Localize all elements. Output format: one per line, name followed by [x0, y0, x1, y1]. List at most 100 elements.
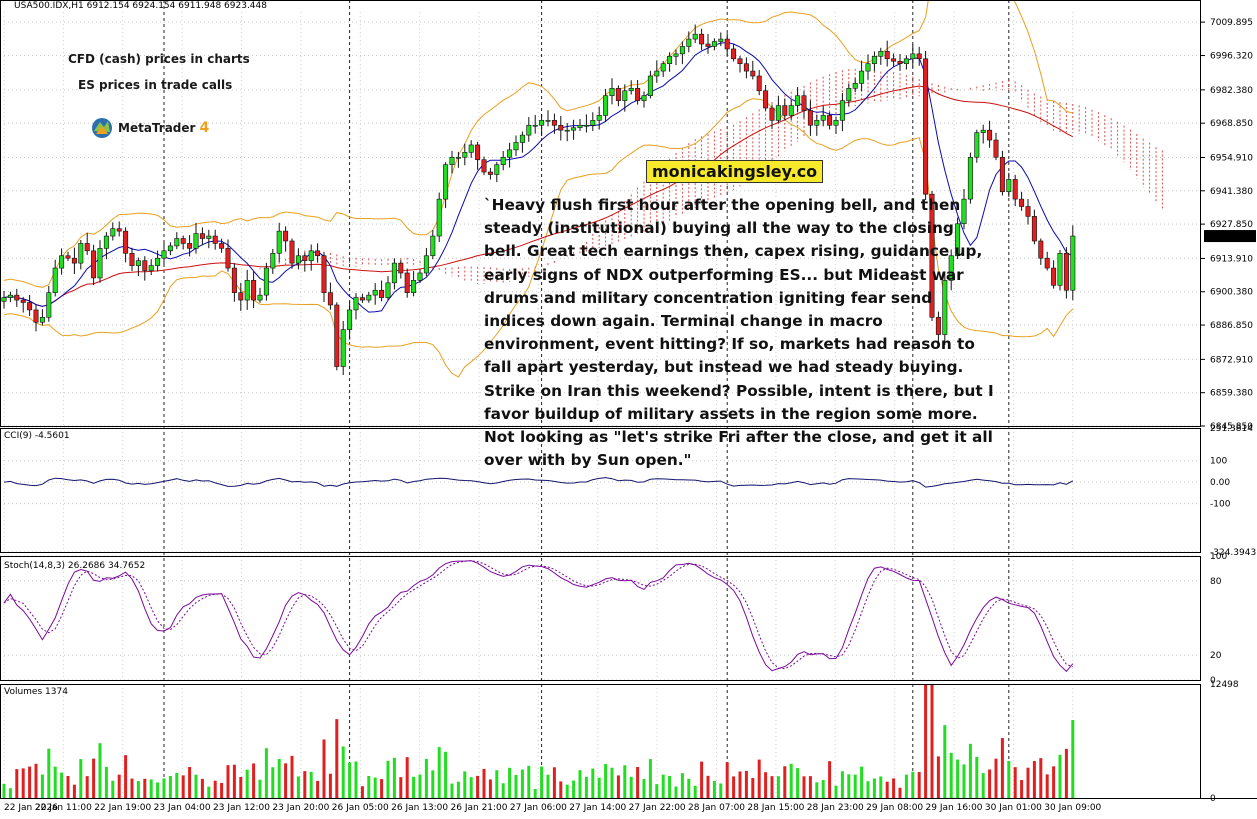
- price-tick-label: 6982.380: [1210, 86, 1253, 96]
- bear-candle: [801, 95, 807, 111]
- bull-candle: [577, 124, 583, 129]
- volume-bars: [2, 684, 1075, 798]
- bull-candle: [372, 289, 378, 296]
- bear-candle: [27, 302, 33, 311]
- bull-candle: [263, 267, 269, 296]
- bull-candle: [871, 56, 877, 65]
- bear-candle: [283, 230, 289, 242]
- bull-candle: [775, 105, 781, 121]
- bear-candle: [20, 299, 26, 303]
- bear-candle: [731, 48, 737, 60]
- bear-candle: [219, 243, 225, 249]
- bull-candle: [494, 164, 500, 175]
- time-tick-label: 22 Jan 11:00: [35, 803, 92, 813]
- price-tick-label: 6859.380: [1210, 389, 1253, 399]
- bear-candle: [84, 243, 90, 252]
- bull-candle: [609, 88, 615, 97]
- bull-candle: [7, 294, 13, 298]
- price-tick-label: 6968.850: [1210, 119, 1253, 129]
- stoch-signal-line: [3, 560, 1073, 670]
- volume-tick-label: 0: [1210, 794, 1216, 804]
- bear-candle: [987, 129, 993, 141]
- bull-candle: [174, 238, 180, 247]
- bull-candle: [948, 255, 954, 281]
- bull-candle: [660, 63, 666, 72]
- bull-candle: [468, 144, 474, 153]
- fast-ma-line: [3, 41, 1074, 313]
- bear-candle: [756, 75, 762, 92]
- bull-candle: [1070, 235, 1076, 291]
- time-tick-label: 23 Jan 12:00: [213, 803, 270, 813]
- bull-candle: [193, 233, 199, 249]
- bear-candle: [1025, 206, 1031, 217]
- panel-frames: [0, 0, 1257, 799]
- panel-border: [0, 0, 1201, 427]
- bull-candle: [571, 127, 577, 131]
- bear-candle: [724, 38, 730, 50]
- bear-candle: [782, 105, 788, 116]
- market-commentary: `Heavy flush first hour after the openin…: [484, 196, 994, 470]
- time-tick-label: 26 Jan 21:00: [451, 803, 508, 813]
- time-tick-label: 28 Jan 15:00: [747, 803, 804, 813]
- bear-candle: [769, 107, 775, 121]
- bull-candle: [852, 83, 858, 89]
- bull-candle: [795, 95, 801, 106]
- last-price-label: 6923.448: [1207, 232, 1250, 242]
- bear-candle: [65, 255, 71, 259]
- price-tick-label: 6900.380: [1210, 288, 1253, 298]
- bear-candle: [635, 88, 641, 101]
- brand-label[interactable]: monicakingsley.co: [646, 160, 824, 183]
- bear-candle: [225, 248, 231, 269]
- price-tick-label: 6954.910: [1210, 153, 1253, 163]
- bull-candle: [814, 120, 820, 126]
- price-tick-label: 6845.850: [1210, 422, 1253, 432]
- bull-candle: [833, 120, 839, 126]
- bull-candle: [52, 267, 58, 293]
- bear-candle: [929, 193, 935, 318]
- bear-candle: [231, 267, 237, 293]
- bull-candle: [97, 248, 103, 279]
- bull-candle: [974, 132, 980, 158]
- bull-candle: [622, 90, 628, 101]
- bear-candle: [315, 250, 321, 257]
- bull-candle: [295, 255, 301, 264]
- price-tick-label: 6941.380: [1210, 187, 1253, 197]
- bull-candle: [903, 58, 909, 65]
- bull-candle: [846, 88, 852, 101]
- bull-candle: [110, 228, 116, 237]
- bull-candle: [641, 95, 647, 101]
- bear-candle: [251, 280, 257, 301]
- bull-candle: [865, 63, 871, 72]
- stoch-tick-label: 80: [1210, 577, 1222, 587]
- bull-candle: [718, 38, 724, 42]
- time-tick-label: 28 Jan 23:00: [807, 803, 864, 813]
- bull-candle: [1057, 252, 1063, 286]
- bull-candle: [583, 124, 589, 127]
- bear-candle: [897, 60, 903, 65]
- bear-candle: [1038, 240, 1044, 259]
- bull-candle: [276, 230, 282, 254]
- cci-tick-label: -100: [1210, 500, 1231, 510]
- bear-candle: [180, 238, 186, 244]
- bull-candle: [353, 297, 359, 311]
- bull-candle: [103, 235, 109, 249]
- bear-candle: [615, 88, 621, 101]
- bull-candle: [449, 156, 455, 165]
- bear-candle: [999, 156, 1005, 193]
- bull-candle: [673, 53, 679, 57]
- bull-candle: [340, 329, 346, 367]
- time-tick-label: 28 Jan 07:00: [688, 803, 745, 813]
- bull-candle: [1, 297, 7, 302]
- bear-candle: [475, 144, 481, 161]
- metatrader-icon: [92, 118, 112, 138]
- stoch-main-line: [3, 560, 1074, 673]
- bull-candle: [206, 235, 212, 239]
- time-tick-label: 22 Jan 2026: [4, 803, 58, 813]
- bull-candle: [647, 75, 653, 97]
- price-tick-label: 6996.320: [1210, 52, 1253, 62]
- bull-candle: [436, 198, 442, 237]
- bull-candle: [955, 223, 961, 257]
- bull-candle: [46, 292, 52, 318]
- bull-candle: [961, 198, 967, 225]
